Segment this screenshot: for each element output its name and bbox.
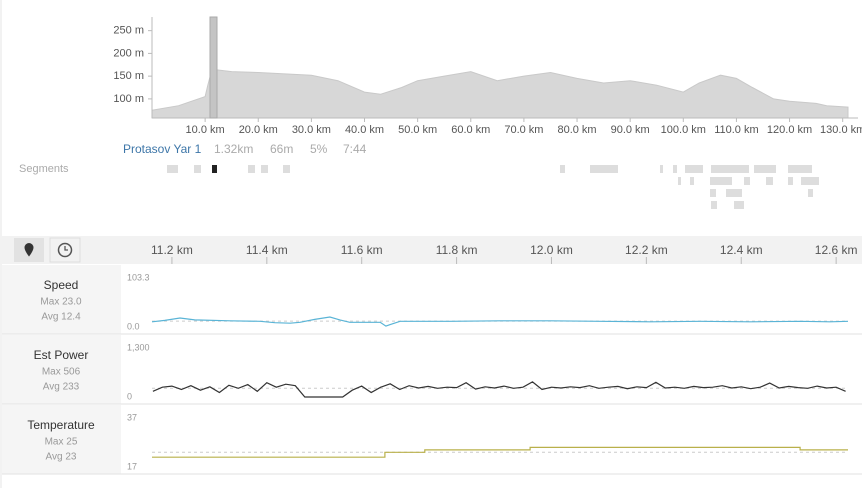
segment-bar[interactable]	[590, 165, 618, 173]
segment-bar[interactable]	[685, 165, 703, 173]
segment-bar[interactable]	[710, 189, 716, 197]
x-tick-label: 11.6 km	[341, 243, 383, 257]
time-button[interactable]	[49, 237, 81, 263]
stream-name: Temperature	[27, 418, 95, 432]
x-tick-label: 70.0 km	[504, 124, 543, 136]
elevation-chart: 100 m 150 m 200 m 250 m 10.0 km 20.0 km 30.0 k…	[113, 17, 862, 136]
stream-line	[151, 316, 849, 327]
segment-bar[interactable]	[766, 177, 773, 185]
segment-bar[interactable]	[678, 177, 681, 185]
y-tick-label: 17	[127, 461, 137, 471]
segment-bar[interactable]	[660, 165, 663, 173]
stream-label-bg	[2, 335, 121, 404]
segment-bar[interactable]	[734, 201, 744, 209]
x-tick-label: 10.0 km	[186, 124, 225, 136]
stream-avg: Avg 12.4	[41, 312, 81, 323]
detail-toolbar	[2, 236, 862, 264]
pin-icon[interactable]	[24, 243, 34, 257]
elevation-area	[151, 68, 849, 119]
segment-bar[interactable]	[808, 189, 813, 197]
x-tick-label: 100.0 km	[661, 124, 706, 136]
map-button[interactable]	[14, 238, 44, 262]
y-tick-label: 200 m	[113, 47, 144, 59]
x-tick-label: 40.0 km	[345, 124, 384, 136]
x-tick-label: 120.0 km	[767, 124, 812, 136]
stream-max: Max 506	[42, 367, 81, 378]
x-tick-label: 60.0 km	[451, 124, 490, 136]
segment-bar[interactable]	[711, 201, 717, 209]
segments-label: Segments	[19, 163, 69, 175]
x-tick-label: 12.6 km	[815, 243, 858, 257]
stream-max: Max 25	[45, 437, 78, 448]
segment-distance: 1.32km	[214, 142, 253, 156]
x-tick-label: 11.4 km	[246, 243, 288, 257]
stream-max: Max 23.0	[40, 297, 82, 308]
x-tick-label: 12.2 km	[625, 243, 668, 257]
segment-name[interactable]: Protasov Yar 1	[123, 142, 202, 156]
x-tick-label: 50.0 km	[398, 124, 437, 136]
y-tick-label: 250 m	[113, 25, 144, 37]
stream-name: Speed	[44, 278, 79, 292]
segment-bar[interactable]	[788, 177, 793, 185]
segment-bar[interactable]	[744, 177, 750, 185]
clock-icon[interactable]	[57, 242, 73, 258]
stream-avg: Avg 23	[46, 452, 77, 463]
segment-bar[interactable]	[261, 165, 268, 173]
segment-bar[interactable]	[710, 177, 732, 185]
stream-name: Est Power	[34, 348, 89, 362]
y-tick-label: 37	[127, 412, 137, 422]
detail-charts: 11.2 km 11.4 km 11.6 km 11.8 km 12.0 km 12.2 …	[2, 243, 862, 475]
segment-highlight	[209, 16, 218, 119]
stream-line	[152, 381, 846, 398]
y-tick-label: 100 m	[113, 93, 144, 105]
segment-bar[interactable]	[726, 189, 742, 197]
segment-time: 7:44	[343, 142, 367, 156]
segment-bar[interactable]	[248, 165, 255, 173]
segment-bar[interactable]	[283, 165, 290, 173]
segment-bar[interactable]	[212, 165, 217, 173]
segment-bar[interactable]	[167, 165, 178, 173]
y-tick-label: 103.3	[127, 272, 150, 282]
x-tick-label: 12.4 km	[720, 243, 763, 257]
segment-grade: 5%	[310, 142, 328, 156]
stream-avg: Avg 233	[43, 382, 80, 393]
stream-label-bg	[2, 265, 121, 334]
y-tick-label: 150 m	[113, 70, 144, 82]
segment-bars	[167, 165, 819, 209]
x-tick-label: 12.0 km	[530, 243, 573, 257]
segment-bar[interactable]	[560, 165, 565, 173]
segment-bar[interactable]	[711, 165, 749, 173]
segment-bar[interactable]	[788, 165, 812, 173]
stream-line	[152, 446, 848, 458]
x-tick-label: 30.0 km	[292, 124, 331, 136]
x-tick-label: 20.0 km	[239, 124, 278, 136]
clock-hands[interactable]	[64, 246, 68, 251]
segment-bar[interactable]	[754, 165, 776, 173]
x-tick-label: 110.0 km	[714, 124, 758, 136]
stream-label-bg	[2, 405, 121, 474]
segment-elevation: 66m	[270, 142, 293, 156]
segment-bar[interactable]	[690, 177, 694, 185]
x-tick-label: 80.0 km	[557, 124, 596, 136]
x-tick-label: 90.0 km	[611, 124, 650, 136]
y-tick-label: 1,300	[127, 342, 150, 352]
y-tick-label: 0	[127, 391, 132, 401]
x-tick-label: 130.0 km	[820, 124, 862, 136]
segment-bar[interactable]	[801, 177, 819, 185]
segment-bar[interactable]	[194, 165, 201, 173]
y-tick-label: 0.0	[127, 321, 140, 331]
x-tick-label: 11.8 km	[436, 243, 478, 257]
segment-bar[interactable]	[673, 165, 677, 173]
x-tick-label: 11.2 km	[151, 243, 193, 257]
